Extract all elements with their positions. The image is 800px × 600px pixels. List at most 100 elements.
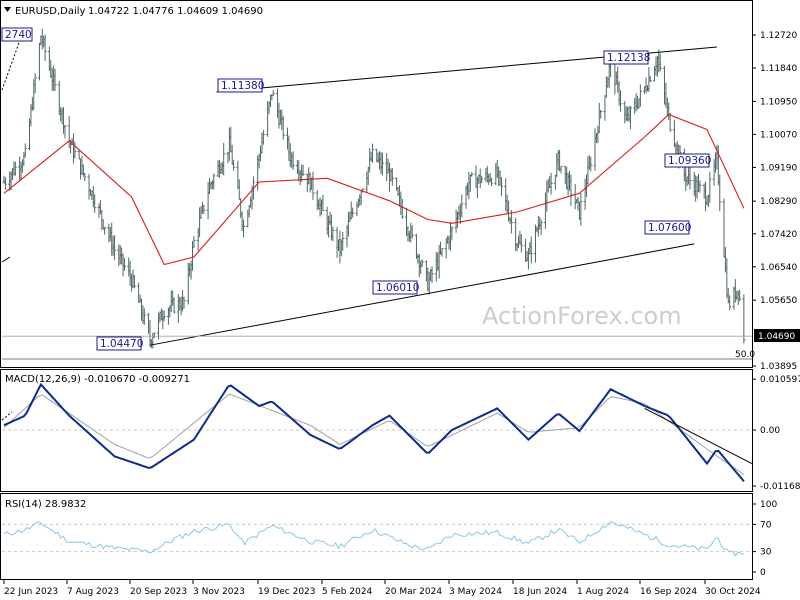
rsi-tick-label: 70 (760, 520, 772, 530)
ohlc-bar (311, 171, 315, 200)
ohlc-bar (162, 310, 166, 322)
ohlc-bar (698, 180, 702, 193)
ohlc-bar (549, 172, 553, 195)
ohlc-bar (658, 53, 662, 72)
price-tick-label: 1.03895 (760, 362, 797, 372)
ohlc-bar (261, 129, 265, 145)
price-tick-label: 1.09190 (760, 163, 797, 173)
x-tick-label: 30 Oct 2024 (705, 587, 761, 597)
x-tick-label: 22 Jun 2023 (4, 587, 58, 597)
ohlc-bar (83, 172, 87, 182)
price-label-box (603, 50, 649, 65)
ohlc-bar (202, 204, 206, 215)
ohlc-bar (728, 295, 732, 311)
ohlc-bar (450, 226, 454, 241)
price-label-text: 2740 (5, 29, 32, 41)
ohlc-bar (73, 141, 77, 159)
moving-average-line (3, 113, 745, 266)
ohlc-bar (172, 297, 176, 314)
ohlc-bar (519, 234, 523, 253)
ohlc-bar (470, 172, 474, 177)
price-layer (1, 28, 752, 360)
ohlc-bar (539, 219, 543, 236)
trend-line-lower[interactable] (149, 243, 695, 346)
ohlc-bar (718, 174, 722, 212)
ohlc-bar (192, 236, 196, 248)
ohlc-bar (23, 143, 27, 158)
ohlc-bar (122, 258, 126, 271)
ohlc-bar (212, 173, 216, 190)
ohlc-bar (738, 289, 742, 302)
rsi-layer (2, 521, 752, 557)
dropdown-arrow-icon[interactable] (4, 7, 11, 12)
ohlc-bar (33, 73, 37, 94)
price-label-box (96, 336, 142, 351)
ohlc-bar (440, 248, 444, 257)
ohlc-bar (142, 308, 146, 325)
ohlc-bar (430, 266, 434, 283)
macd-signal-line (3, 393, 745, 476)
price-label-box (664, 153, 710, 168)
macd-tick-label: 0.010597 (760, 375, 800, 385)
price-label-text: 1.09360 (668, 155, 711, 167)
ohlc-bar (351, 207, 355, 218)
ohlc-bar (152, 332, 156, 338)
price-label-text: 1.12138 (607, 52, 650, 64)
x-tick-label: 1 Aug 2024 (577, 587, 629, 597)
rsi-tick-label: 100 (760, 500, 777, 510)
ohlc-bar (341, 232, 345, 251)
ohlc-bar (529, 236, 533, 264)
price-label-text: 1.04470 (100, 338, 143, 350)
ohlc-bar (43, 34, 47, 62)
ohlc-bar (559, 165, 563, 174)
ohlc-bar (113, 235, 117, 261)
dashed-trend-stub (1, 39, 21, 91)
price-tick-label: 1.08290 (760, 197, 797, 207)
x-tick-label: 19 Dec 2023 (258, 587, 316, 597)
ohlc-bar (742, 294, 746, 344)
ohlc-bar (132, 274, 136, 289)
macd-layer (1, 382, 753, 482)
ohlc-bar (93, 194, 97, 213)
ohlc-bar (688, 166, 692, 190)
price-tick-label: 1.05650 (760, 296, 797, 306)
x-tick-label: 20 Sep 2023 (130, 587, 187, 597)
macd-tick-label: -0.011683 (760, 482, 800, 492)
x-tick-label: 3 Nov 2023 (193, 587, 245, 597)
ohlc-bar (480, 175, 484, 183)
ohlc-bar (281, 115, 285, 140)
ohlc-bar (589, 156, 593, 172)
macd-main-line (3, 382, 745, 482)
ohlc-readout: 1.04722 1.04776 1.04609 1.04690 (88, 6, 263, 17)
ohlc-bar (579, 193, 583, 226)
price-label-box (217, 78, 263, 93)
ohlc-bar (708, 171, 712, 203)
ohlc-bar (490, 177, 494, 187)
current-price-text: 1.04690 (758, 332, 795, 342)
ohlc-bar (460, 194, 464, 218)
ohlc-bar (619, 90, 623, 112)
price-label-box (1, 27, 33, 42)
macd-trend-line[interactable] (644, 407, 753, 464)
x-tick-label: 18 Jun 2024 (513, 587, 567, 597)
ohlc-bar (509, 209, 513, 234)
ohlc-bar (638, 84, 642, 107)
ohlc-bar (569, 174, 573, 206)
ohlc-bar (499, 177, 503, 197)
ohlc-bar (53, 68, 57, 91)
fib-50-label: 50.0 (735, 350, 755, 360)
current-price-tag (754, 329, 800, 342)
watermark: ActionForex.com (482, 302, 682, 330)
axis-layer: 1.12720 1.11840 1.10950 1.10070 1.09190 1.082… (3, 31, 800, 597)
x-tick-label: 16 Sep 2024 (640, 587, 697, 597)
x-tick-label: 3 May 2024 (449, 587, 502, 597)
ohlc-bar (242, 219, 246, 238)
x-tick-label: 20 Mar 2024 (385, 587, 442, 597)
ohlc-bar (420, 259, 424, 267)
ohlc-bar (232, 159, 236, 171)
x-tick-label: 5 Feb 2024 (322, 587, 373, 597)
price-tick-label: 1.10950 (760, 97, 797, 107)
ohlc-bar (63, 124, 67, 139)
ohlc-bar (271, 89, 275, 96)
